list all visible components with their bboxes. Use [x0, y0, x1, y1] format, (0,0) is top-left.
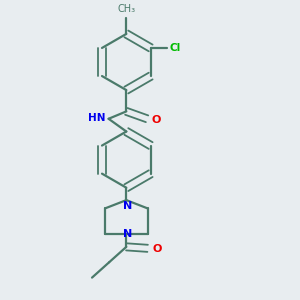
Text: HN: HN	[88, 113, 106, 123]
Text: O: O	[152, 115, 161, 125]
Text: Cl: Cl	[169, 43, 180, 53]
Text: CH₃: CH₃	[117, 4, 135, 14]
Text: N: N	[123, 201, 132, 211]
Text: O: O	[152, 244, 161, 254]
Text: N: N	[123, 230, 132, 239]
